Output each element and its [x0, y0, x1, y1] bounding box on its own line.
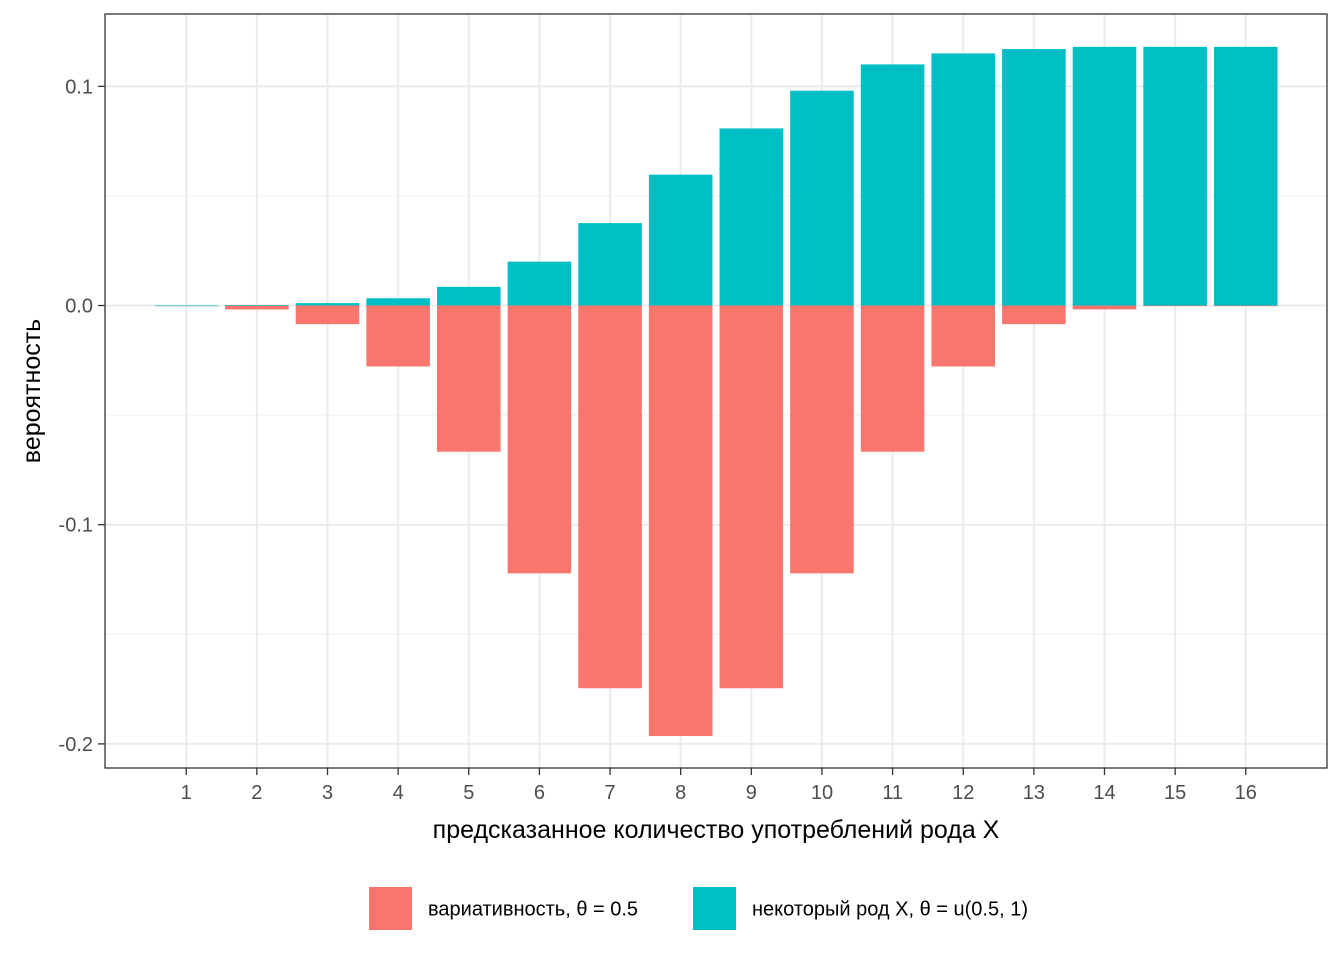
bar-series-2-12: [931, 53, 996, 306]
x-axis: 1 2 3 4 5 6 7 8 9 10 11 12 13 14 15 16: [181, 768, 1257, 804]
bar-series-2-6: [507, 261, 572, 306]
bar-series-1-14: [1072, 305, 1137, 310]
legend-label-series-1: вариативность, θ = 0.5: [428, 899, 638, 921]
bar-series-2-2: [225, 305, 289, 306]
bar-series-2-15: [1143, 46, 1207, 306]
y-tick-label: 0.0: [65, 296, 93, 318]
y-tick-label: 0.1: [65, 76, 93, 98]
x-tick-label: 5: [463, 782, 474, 804]
bar-series-2-11: [860, 64, 925, 306]
bar-series-1-15: [1143, 305, 1207, 307]
y-axis: -0.2 -0.1 0.0 0.1: [59, 76, 105, 756]
bar-series-1-16: [1213, 305, 1278, 307]
plot-panel-border: [104, 13, 1328, 769]
legend-key-series-1: [369, 887, 412, 930]
bar-series-2-1: [154, 305, 219, 307]
bar-series-2-10: [790, 90, 854, 306]
y-axis-title: вероятность: [18, 319, 46, 463]
bar-series-1-2: [225, 305, 289, 310]
x-axis-title: предсказанное количество употреблений ро…: [433, 816, 1000, 844]
bar-series-2-13: [1002, 49, 1066, 306]
bar-series-1-4: [366, 305, 430, 367]
bars: [154, 46, 1278, 736]
x-tick-label: 9: [746, 782, 757, 804]
bar-series-2-7: [578, 223, 642, 306]
x-tick-label: 15: [1164, 782, 1186, 804]
x-tick-label: 2: [251, 782, 262, 804]
x-tick-label: 3: [322, 782, 333, 804]
bar-series-1-11: [860, 305, 925, 452]
legend-label-series-2: некоторый род X, θ = u(0.5, 1): [752, 899, 1028, 921]
legend-key-series-2: [693, 887, 736, 930]
bar-series-1-12: [931, 305, 996, 367]
bar-series-2-3: [295, 303, 360, 306]
y-tick-label: -0.2: [59, 734, 93, 756]
x-tick-label: 14: [1093, 782, 1115, 804]
x-tick-label: 10: [811, 782, 833, 804]
bar-series-2-14: [1072, 46, 1137, 306]
legend: вариативность, θ = 0.5 некоторый род X, θ…: [369, 887, 1028, 930]
x-tick-label: 7: [604, 782, 615, 804]
bar-series-1-8: [648, 305, 713, 736]
x-tick-label: 1: [181, 782, 192, 804]
bar-series-1-13: [1002, 305, 1066, 325]
bar-series-1-10: [790, 305, 854, 574]
bar-series-1-5: [436, 305, 501, 452]
bar-series-1-9: [719, 305, 784, 689]
x-tick-label: 8: [675, 782, 686, 804]
y-tick-label: -0.1: [59, 515, 93, 537]
bar-series-1-6: [507, 305, 572, 574]
x-tick-label: 11: [882, 782, 903, 804]
bar-series-1-7: [578, 305, 642, 689]
bar-series-1-3: [295, 305, 360, 325]
x-tick-label: 4: [393, 782, 404, 804]
x-tick-label: 16: [1235, 782, 1257, 804]
x-tick-label: 13: [1023, 782, 1045, 804]
bar-series-2-16: [1213, 46, 1278, 306]
bar-series-2-9: [719, 128, 784, 306]
bar-series-2-4: [366, 298, 430, 306]
x-tick-label: 6: [534, 782, 545, 804]
bar-series-2-5: [436, 286, 501, 306]
x-tick-label: 12: [952, 782, 974, 804]
bar-series-2-8: [648, 174, 713, 306]
